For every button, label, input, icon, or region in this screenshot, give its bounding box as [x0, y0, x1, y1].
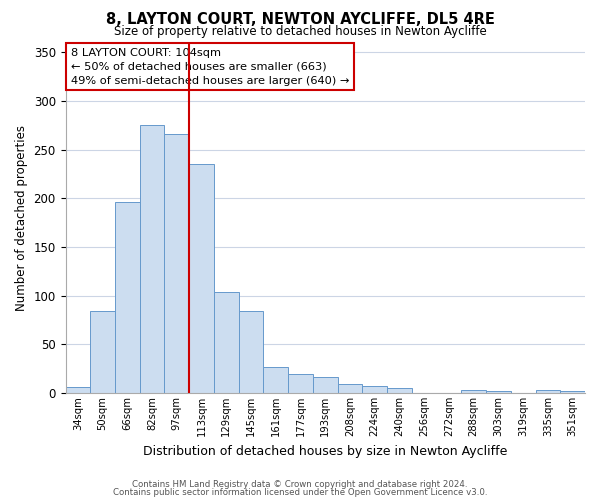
- Bar: [536, 390, 560, 393]
- Bar: [362, 386, 387, 393]
- Bar: [387, 388, 412, 393]
- Bar: [288, 374, 313, 393]
- Bar: [65, 387, 90, 393]
- Bar: [560, 391, 585, 393]
- Text: Contains HM Land Registry data © Crown copyright and database right 2024.: Contains HM Land Registry data © Crown c…: [132, 480, 468, 489]
- Bar: [140, 126, 164, 393]
- Bar: [164, 134, 189, 393]
- Bar: [90, 311, 115, 393]
- Bar: [338, 384, 362, 393]
- Bar: [461, 390, 486, 393]
- Bar: [189, 164, 214, 393]
- Bar: [239, 311, 263, 393]
- Y-axis label: Number of detached properties: Number of detached properties: [15, 125, 28, 311]
- Bar: [313, 378, 338, 393]
- Text: Size of property relative to detached houses in Newton Aycliffe: Size of property relative to detached ho…: [113, 25, 487, 38]
- Text: 8 LAYTON COURT: 104sqm
← 50% of detached houses are smaller (663)
49% of semi-de: 8 LAYTON COURT: 104sqm ← 50% of detached…: [71, 48, 349, 86]
- X-axis label: Distribution of detached houses by size in Newton Aycliffe: Distribution of detached houses by size …: [143, 444, 508, 458]
- Bar: [115, 202, 140, 393]
- Bar: [263, 366, 288, 393]
- Bar: [486, 391, 511, 393]
- Bar: [214, 292, 239, 393]
- Text: 8, LAYTON COURT, NEWTON AYCLIFFE, DL5 4RE: 8, LAYTON COURT, NEWTON AYCLIFFE, DL5 4R…: [106, 12, 494, 28]
- Text: Contains public sector information licensed under the Open Government Licence v3: Contains public sector information licen…: [113, 488, 487, 497]
